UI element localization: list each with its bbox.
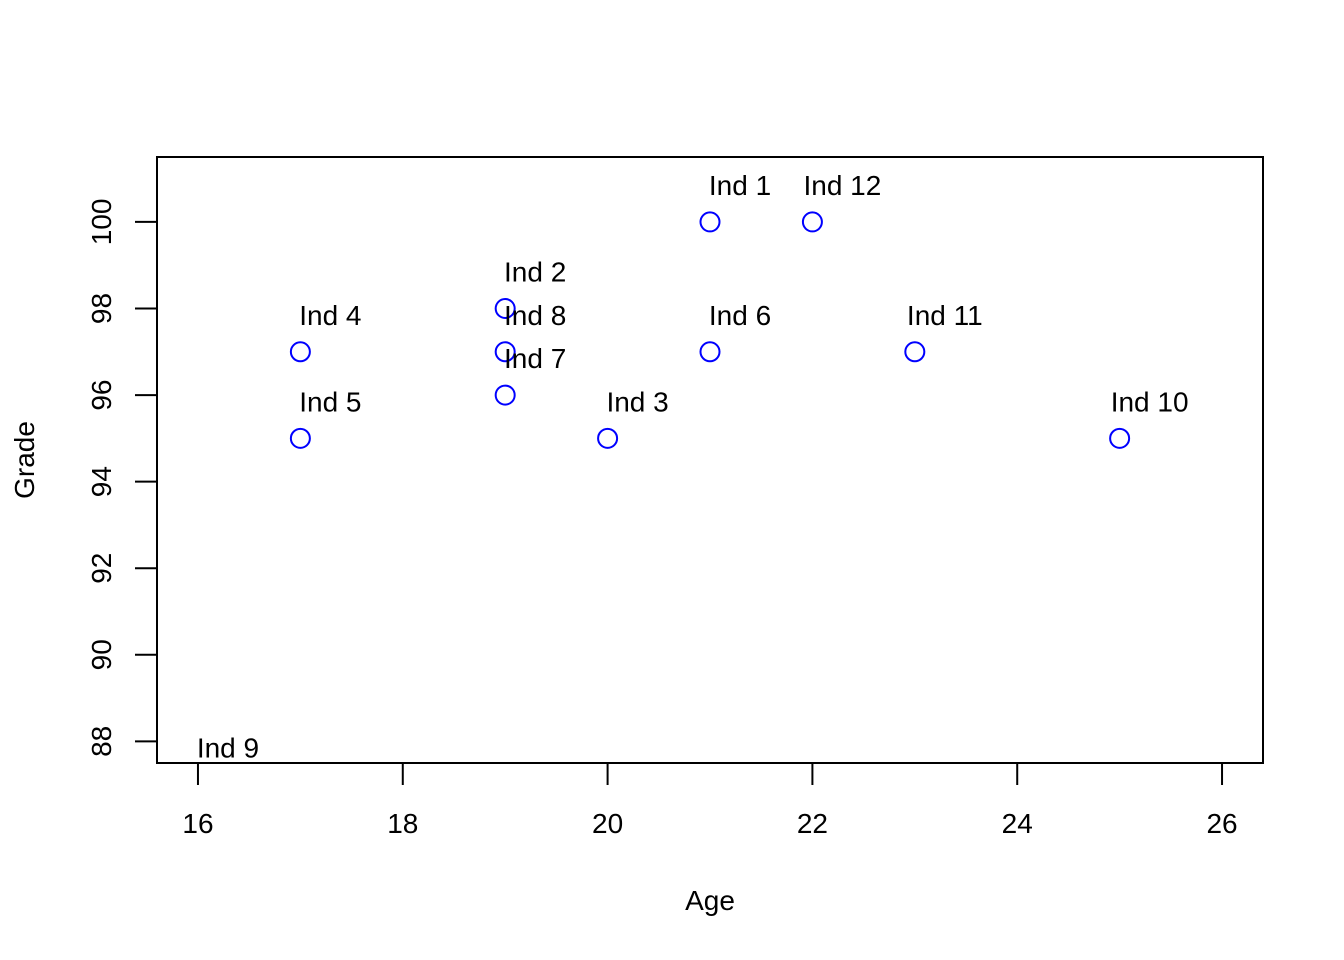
x-tick-label: 20 <box>592 808 623 839</box>
data-point <box>597 427 619 449</box>
x-tick-label: 26 <box>1206 808 1237 839</box>
point-label: Ind 7 <box>504 343 566 374</box>
point-label: Ind 12 <box>803 170 881 201</box>
plot-frame <box>156 156 1264 764</box>
y-tick-label: 94 <box>86 466 117 497</box>
y-tick-label: 92 <box>86 553 117 584</box>
point-label: Ind 4 <box>299 300 361 331</box>
y-axis-label: Grade <box>9 421 40 499</box>
point-label: Ind 2 <box>504 257 566 288</box>
point-label: Ind 11 <box>907 300 983 331</box>
point-label: Ind 3 <box>606 386 668 417</box>
data-point <box>904 341 926 363</box>
y-tick-label: 96 <box>86 379 117 410</box>
data-point <box>699 211 721 233</box>
y-tick-label: 100 <box>86 199 117 246</box>
point-label: Ind 9 <box>197 733 259 764</box>
data-point <box>1109 427 1131 449</box>
y-tick-label: 88 <box>86 726 117 757</box>
data-point <box>289 341 311 363</box>
point-label: Ind 5 <box>299 386 361 417</box>
data-point <box>801 211 823 233</box>
x-tick-label: 22 <box>797 808 828 839</box>
x-tick-label: 16 <box>182 808 213 839</box>
data-point <box>494 341 516 363</box>
x-axis: 16 18 20 22 24 26 <box>182 762 1238 839</box>
point-label: Ind 8 <box>504 300 566 331</box>
point-labels: Ind 1 Ind 2 Ind 3 Ind 4 Ind 5 Ind 6 Ind 7 Ind 8… <box>197 170 1189 764</box>
data-point <box>289 427 311 449</box>
data-point <box>494 384 516 406</box>
point-label: Ind 1 <box>709 170 771 201</box>
y-tick-label: 98 <box>86 293 117 324</box>
y-axis: 88 90 92 94 96 98 100 <box>86 199 158 757</box>
point-label: Ind 10 <box>1111 386 1189 417</box>
x-axis-label: Age <box>685 885 735 916</box>
x-tick-label: 18 <box>387 808 418 839</box>
point-label: Ind 6 <box>709 300 771 331</box>
x-tick-label: 24 <box>1002 808 1033 839</box>
data-point <box>494 298 516 319</box>
data-point <box>699 341 721 363</box>
data-points <box>289 211 1131 449</box>
y-tick-label: 90 <box>86 639 117 670</box>
